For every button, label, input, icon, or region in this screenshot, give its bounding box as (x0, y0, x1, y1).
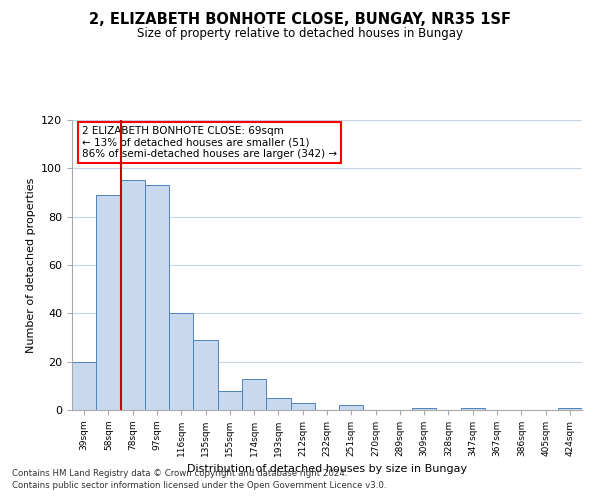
Bar (412, 408, 436, 410)
Text: 2 ELIZABETH BONHOTE CLOSE: 69sqm
← 13% of detached houses are smaller (51)
86% o: 2 ELIZABETH BONHOTE CLOSE: 69sqm ← 13% o… (82, 126, 337, 159)
Bar (121, 180, 145, 410)
Bar (169, 314, 193, 410)
Bar (290, 403, 315, 410)
Bar (145, 185, 169, 410)
Text: 2, ELIZABETH BONHOTE CLOSE, BUNGAY, NR35 1SF: 2, ELIZABETH BONHOTE CLOSE, BUNGAY, NR35… (89, 12, 511, 28)
Y-axis label: Number of detached properties: Number of detached properties (26, 178, 35, 352)
Bar (339, 405, 364, 410)
Text: Contains public sector information licensed under the Open Government Licence v3: Contains public sector information licen… (12, 481, 386, 490)
Text: Size of property relative to detached houses in Bungay: Size of property relative to detached ho… (137, 28, 463, 40)
Bar (218, 390, 242, 410)
Bar (193, 340, 218, 410)
Bar (461, 408, 485, 410)
Bar (96, 195, 121, 410)
Bar (266, 398, 290, 410)
X-axis label: Distribution of detached houses by size in Bungay: Distribution of detached houses by size … (187, 464, 467, 474)
Bar (242, 378, 266, 410)
Bar (72, 362, 96, 410)
Text: Contains HM Land Registry data © Crown copyright and database right 2024.: Contains HM Land Registry data © Crown c… (12, 468, 347, 477)
Bar (558, 408, 582, 410)
